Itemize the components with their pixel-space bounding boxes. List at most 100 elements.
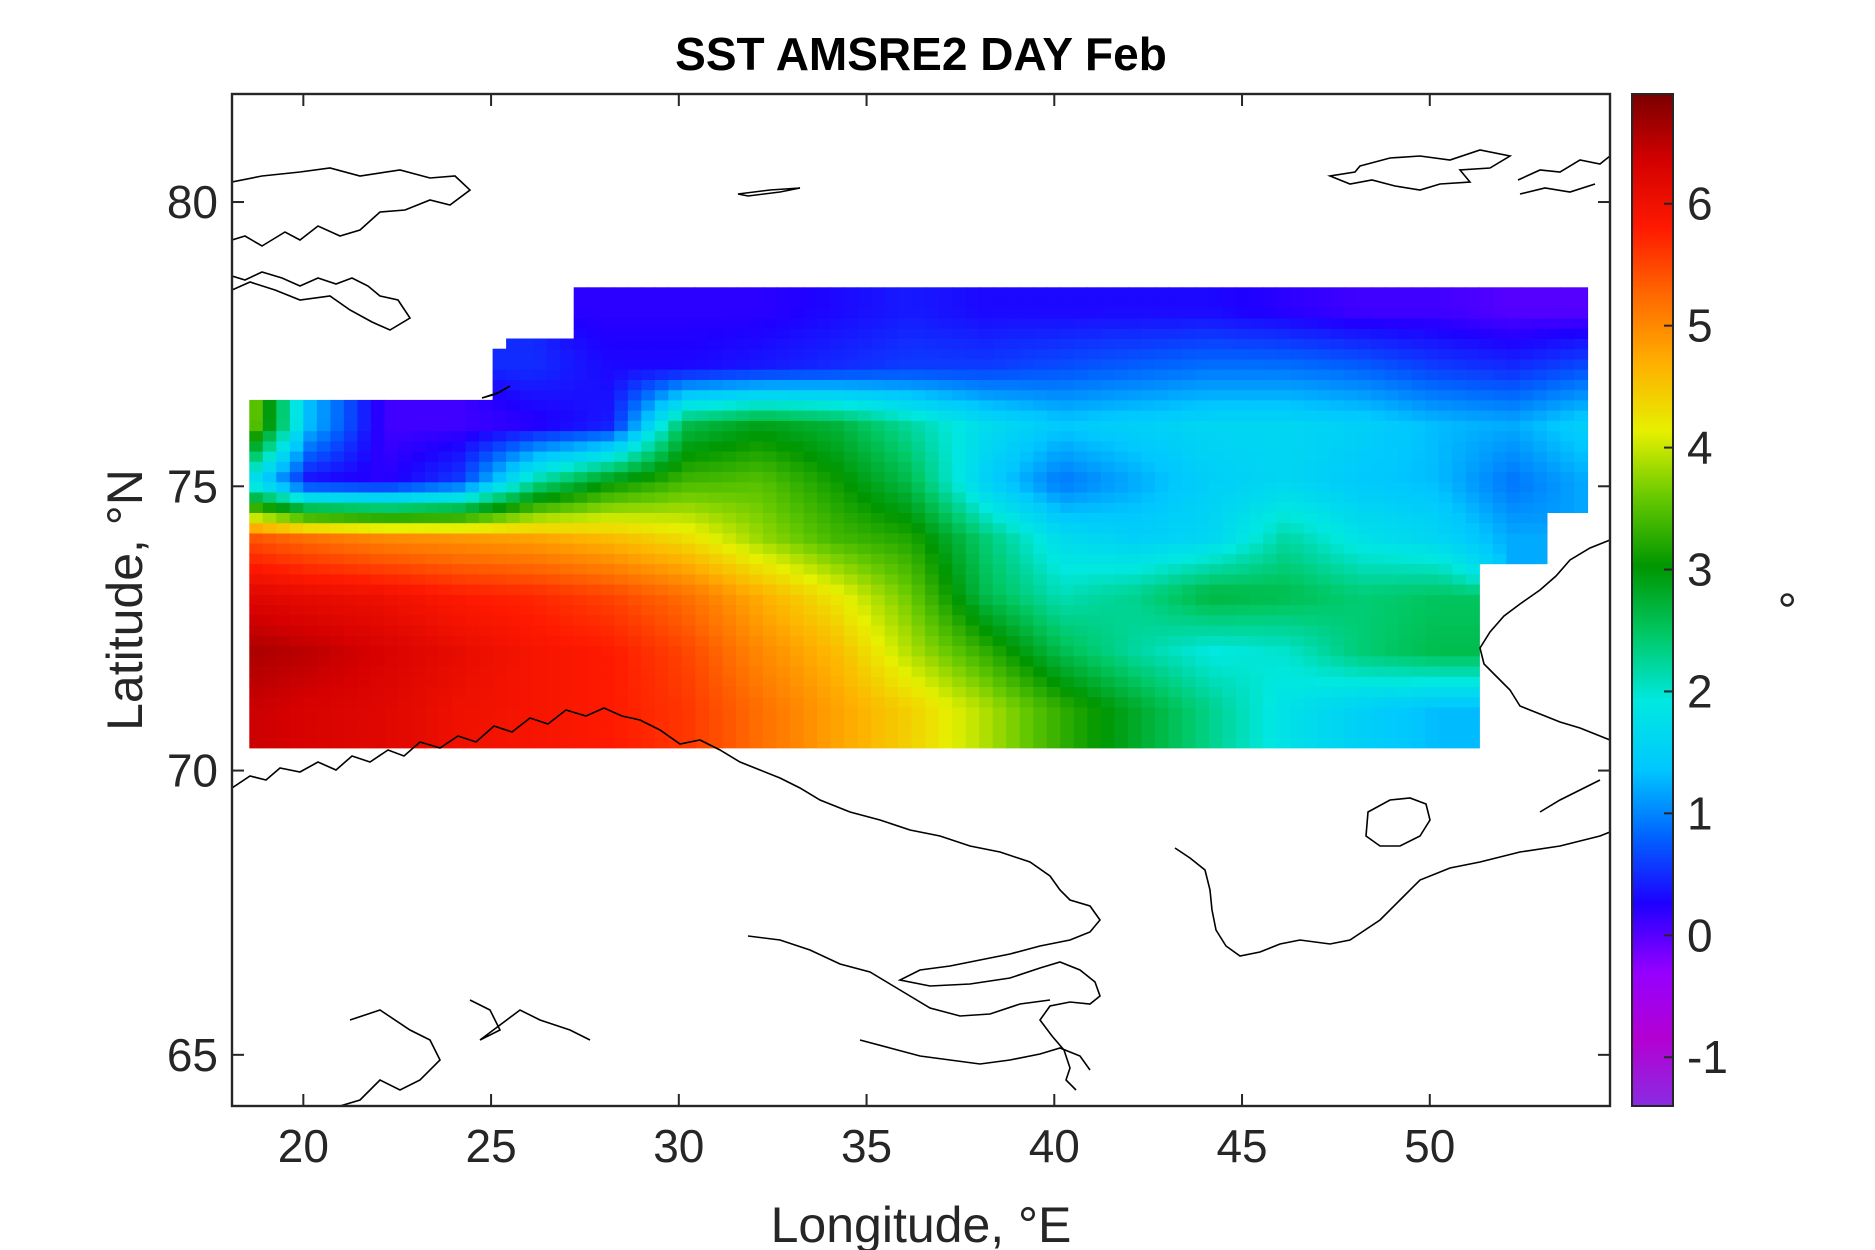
sst-cell: [817, 655, 832, 667]
sst-cell: [573, 471, 588, 483]
sst-cell: [1154, 604, 1169, 616]
sst-cell: [925, 420, 940, 432]
sst-cell: [249, 625, 264, 636]
sst-cell: [911, 512, 926, 524]
sst-cell: [560, 645, 575, 657]
sst-cell: [398, 706, 413, 718]
sst-cell: [1344, 594, 1359, 606]
sst-cell: [965, 604, 980, 616]
sst-cell: [560, 666, 575, 677]
sst-cell: [952, 625, 967, 636]
sst-cell: [857, 389, 872, 401]
sst-cell: [316, 502, 331, 513]
sst-cell: [546, 461, 561, 473]
sst-cell: [992, 676, 1007, 687]
coastline-franz-josef: [1327, 149, 1513, 191]
sst-cell: [1438, 614, 1453, 626]
sst-cell: [708, 655, 723, 667]
sst-cell: [762, 389, 777, 401]
sst-cell: [1344, 358, 1359, 370]
sst-cell: [884, 717, 899, 728]
sst-cell: [871, 625, 886, 636]
sst-cell: [587, 594, 602, 606]
sst-cell: [722, 410, 737, 421]
sst-cell: [1209, 573, 1224, 585]
sst-cell: [1357, 604, 1372, 616]
sst-field: [249, 287, 1589, 749]
sst-cell: [749, 492, 764, 503]
sst-cell: [1384, 696, 1399, 708]
sst-cell: [654, 512, 669, 524]
sst-cell: [830, 358, 845, 370]
sst-cell: [1546, 379, 1561, 391]
sst-cell: [1141, 594, 1156, 606]
sst-cell: [830, 625, 845, 636]
sst-cell: [1465, 420, 1480, 432]
sst-cell: [857, 522, 872, 534]
sst-cell: [370, 645, 385, 657]
sst-cell: [641, 440, 656, 452]
sst-cell: [1060, 584, 1075, 595]
sst-cell: [330, 614, 345, 626]
sst-cell: [925, 543, 940, 554]
sst-cell: [695, 645, 710, 657]
sst-cell: [1303, 369, 1318, 380]
sst-cell: [1371, 379, 1386, 391]
sst-cell: [276, 573, 291, 585]
sst-cell: [911, 614, 926, 626]
sst-cell: [1019, 461, 1034, 473]
sst-cell: [857, 410, 872, 421]
sst-cell: [938, 676, 953, 687]
sst-cell: [762, 420, 777, 432]
sst-cell: [803, 666, 818, 677]
sst-cell: [533, 379, 548, 391]
sst-cell: [1046, 543, 1061, 554]
sst-cell: [1195, 338, 1210, 350]
sst-cell: [830, 430, 845, 442]
sst-cell: [1100, 502, 1115, 513]
sst-cell: [1182, 420, 1197, 432]
sst-cell: [1249, 727, 1264, 739]
sst-cell: [465, 625, 480, 636]
sst-cell: [668, 410, 683, 421]
sst-cell: [1006, 737, 1021, 749]
sst-cell: [357, 696, 372, 708]
sst-cell: [1479, 389, 1494, 401]
sst-cell: [1006, 563, 1021, 575]
sst-cell: [411, 594, 426, 606]
sst-cell: [938, 645, 953, 657]
sst-cell: [911, 604, 926, 616]
sst-cell: [262, 481, 277, 493]
sst-cell: [614, 604, 629, 616]
sst-cell: [803, 512, 818, 524]
sst-cell: [898, 666, 913, 677]
sst-cell: [871, 461, 886, 473]
sst-cell: [911, 737, 926, 749]
sst-cell: [938, 522, 953, 534]
sst-cell: [1168, 307, 1183, 319]
sst-cell: [1384, 358, 1399, 370]
sst-cell: [1236, 614, 1251, 626]
sst-cell: [1411, 451, 1426, 462]
sst-cell: [1465, 717, 1480, 728]
sst-cell: [1249, 430, 1264, 442]
sst-cell: [1195, 287, 1210, 299]
sst-cell: [330, 532, 345, 544]
sst-cell: [600, 348, 615, 360]
sst-cell: [465, 532, 480, 544]
sst-cell: [1560, 430, 1575, 442]
sst-cell: [979, 369, 994, 380]
sst-cell: [681, 440, 696, 452]
sst-cell: [1506, 471, 1521, 483]
sst-cell: [1154, 420, 1169, 432]
sst-cell: [1290, 686, 1305, 698]
sst-cell: [262, 686, 277, 698]
sst-cell: [1263, 430, 1278, 442]
sst-cell: [844, 584, 859, 595]
sst-cell: [587, 604, 602, 616]
sst-cell: [1141, 492, 1156, 503]
sst-cell: [614, 573, 629, 585]
sst-cell: [276, 399, 291, 411]
sst-cell: [749, 440, 764, 452]
sst-cell: [262, 430, 277, 442]
